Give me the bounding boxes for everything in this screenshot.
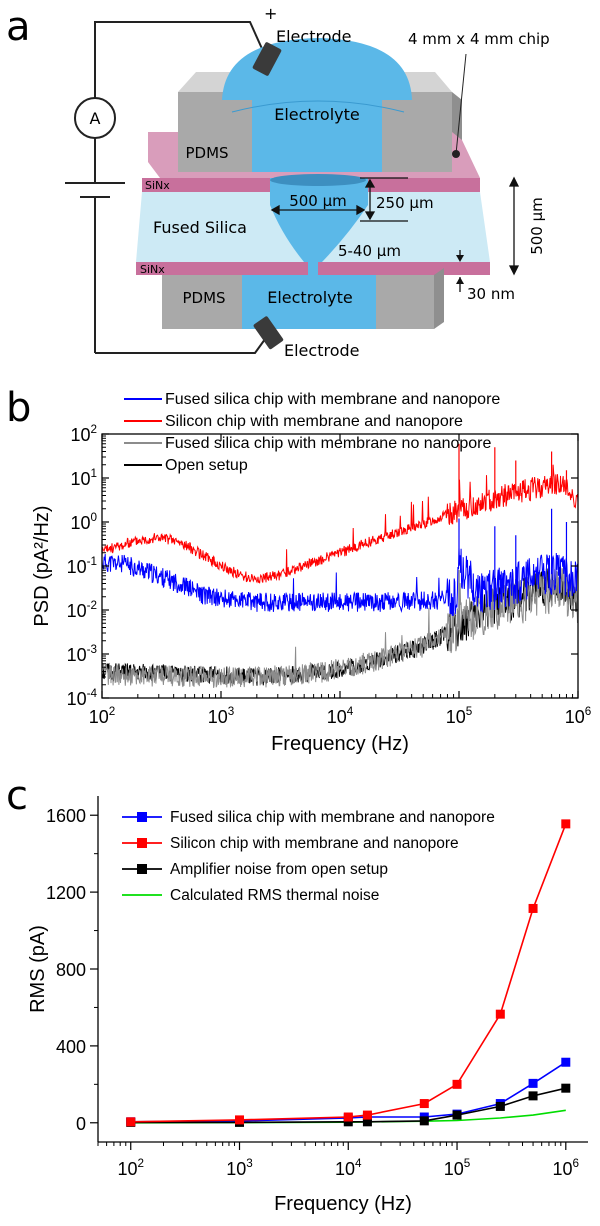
panel-a-schematic: a A Electrolyte PDMS SiNx 4 mm x 4 mm ch… (6, 4, 550, 360)
x-tick-label: 102 (117, 1157, 144, 1179)
data-point-1-2 (343, 1112, 353, 1122)
electrode-top-label: Electrode (276, 27, 351, 46)
data-point-1-8 (561, 819, 571, 829)
electrode-bottom (253, 316, 284, 350)
dim-thickness-label: 500 µm (528, 197, 546, 255)
y-tick-label: 1200 (46, 883, 86, 903)
legend-label-1: Silicon chip with membrane and nanopore (165, 413, 463, 430)
x-tick-label: 103 (226, 1157, 253, 1179)
electrolyte-bottom-label: Electrolyte (267, 288, 353, 307)
y-tick-label: 10-1 (67, 555, 97, 577)
legend-label-3: Open setup (165, 457, 248, 474)
data-point-0-7 (528, 1078, 538, 1088)
data-point-0-8 (561, 1057, 571, 1067)
dim-30nm-label: 30 nm (467, 285, 515, 303)
legend-marker-0 (137, 812, 147, 822)
electrode-top (252, 42, 282, 76)
legend-label-1: Silicon chip with membrane and nanopore (170, 835, 459, 852)
ammeter-label: A (90, 109, 101, 128)
data-point-1-0 (126, 1117, 136, 1127)
panel-c-letter: c (6, 773, 28, 819)
series-line-1 (102, 464, 578, 584)
data-point-1-5 (452, 1079, 462, 1089)
panel-b-psd-chart: 102 103 104 105 106 10-4 10-3 10-2 10-1 100 101 102… (31, 391, 592, 755)
dimension-thickness (508, 176, 520, 276)
chip-callout-line (455, 53, 467, 155)
legend-label-2: Amplifier noise from open setup (170, 861, 388, 878)
panel-a-letter: a (6, 4, 31, 50)
circuit-wire (94, 21, 269, 354)
data-point-2-3 (362, 1117, 372, 1127)
panel-b-letter: b (6, 385, 32, 431)
data-point-2-6 (495, 1101, 505, 1111)
electrolyte-funnel (270, 178, 368, 262)
dim-250um-label: 250 µm (376, 194, 434, 212)
data-point-1-3 (362, 1110, 372, 1120)
y-tick-label: 102 (70, 423, 97, 445)
legend-label-0: Fused silica chip with membrane and nano… (170, 809, 495, 826)
x-tick-label: 105 (446, 705, 473, 727)
series-line-2 (102, 567, 578, 689)
battery-symbol (65, 182, 125, 198)
y-tick-label: 100 (70, 511, 97, 533)
dimension-250um-depth (360, 177, 408, 222)
sinx-bottom-label: SiNx (140, 263, 165, 276)
x-tick-label: 106 (565, 705, 592, 727)
x-tick-label: 106 (553, 1157, 580, 1179)
plus-sign: + (264, 4, 277, 23)
legend-marker-2 (137, 864, 147, 874)
dim-500um-label: 500 µm (289, 192, 347, 210)
data-point-2-4 (419, 1116, 429, 1126)
x-tick-label: 102 (89, 705, 116, 727)
y-tick-label: 800 (56, 960, 86, 980)
series-line-0 (102, 547, 578, 617)
chip-size-label: 4 mm x 4 mm chip (408, 30, 550, 48)
data-point-2-5 (452, 1110, 462, 1120)
x-tick-label: 104 (335, 1157, 362, 1179)
legend-label-0: Fused silica chip with membrane and nano… (165, 391, 500, 408)
y-tick-label: 0 (76, 1114, 86, 1134)
y-tick-label: 101 (70, 467, 97, 489)
data-point-1-6 (495, 1009, 505, 1019)
x-tick-label: 103 (208, 705, 235, 727)
y-axis-label: PSD (pA²/Hz) (31, 505, 53, 626)
dim-5-40um-label: 5-40 µm (338, 242, 401, 260)
y-tick-label: 10-3 (67, 643, 97, 665)
pdms-top-label: PDMS (185, 144, 228, 162)
legend-label-2: Fused silica chip with membrane no nanop… (165, 435, 492, 452)
x-tick-label: 105 (444, 1157, 471, 1179)
x-tick-label: 104 (327, 705, 354, 727)
legend-label-3: Calculated RMS thermal noise (170, 887, 379, 904)
sinx-bottom-layer (136, 262, 490, 275)
data-point-2-8 (561, 1083, 571, 1093)
sinx-top-label: SiNx (145, 179, 170, 192)
data-point-1-4 (419, 1099, 429, 1109)
y-tick-label: 400 (56, 1037, 86, 1057)
legend-marker-1 (137, 838, 147, 848)
x-axis-label: Frequency (Hz) (274, 1193, 412, 1215)
data-point-2-7 (528, 1091, 538, 1101)
y-tick-label: 1600 (46, 806, 86, 826)
y-tick-label: 10-2 (67, 599, 97, 621)
y-tick-label: 10-4 (67, 687, 98, 709)
ammeter-symbol (74, 97, 116, 139)
pdms-bottom-label: PDMS (182, 289, 225, 307)
electrode-bottom-label: Electrode (284, 341, 359, 360)
fused-silica-label: Fused Silica (153, 218, 247, 237)
dimension-500um-width (270, 204, 366, 216)
panel-c-rms-chart: 102 103 104 105 106 0 400 800 1200 1600 Frequency … (27, 796, 588, 1215)
y-axis-label: RMS (pA) (27, 925, 49, 1013)
electrolyte-top-label: Electrolyte (274, 105, 360, 124)
data-point-2-2 (343, 1117, 353, 1127)
data-point-1-7 (528, 903, 538, 913)
x-axis-label: Frequency (Hz) (271, 733, 409, 755)
data-point-1-1 (235, 1115, 245, 1125)
